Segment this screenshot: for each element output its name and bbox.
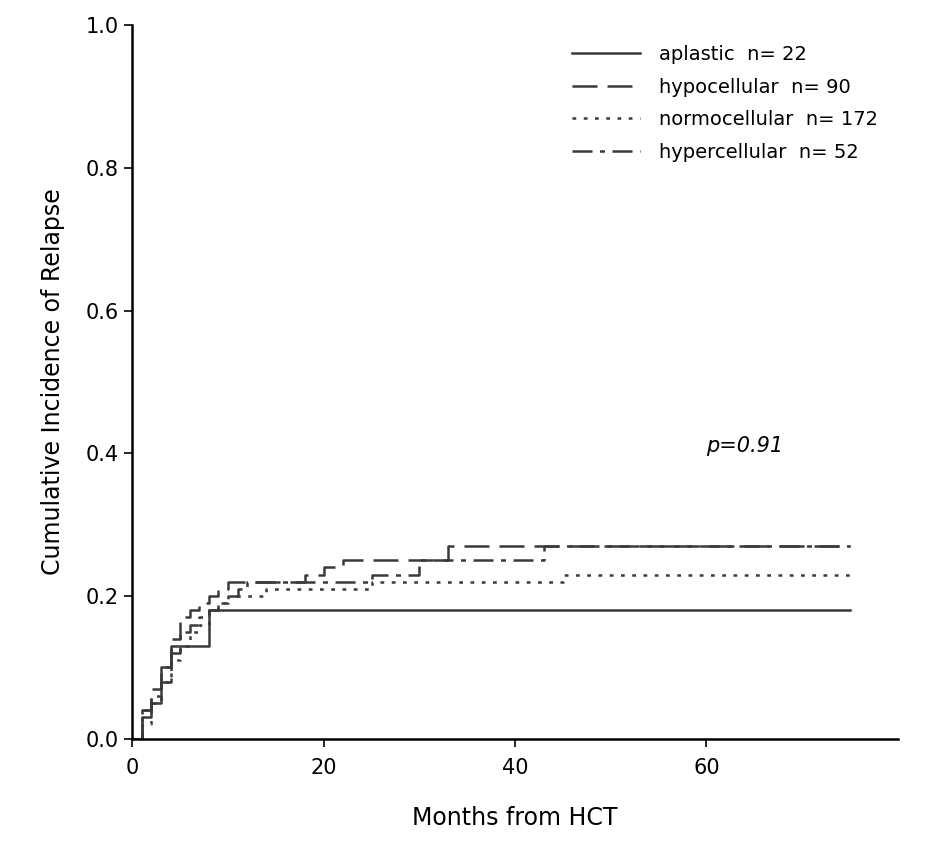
X-axis label: Months from HCT: Months from HCT bbox=[412, 806, 617, 829]
Legend: aplastic  n= 22, hypocellular  n= 90, normocellular  n= 172, hypercellular  n= 5: aplastic n= 22, hypocellular n= 90, norm… bbox=[562, 35, 887, 171]
Text: p=0.91: p=0.91 bbox=[705, 436, 783, 456]
Y-axis label: Cumulative Incidence of Relapse: Cumulative Incidence of Relapse bbox=[41, 188, 65, 576]
